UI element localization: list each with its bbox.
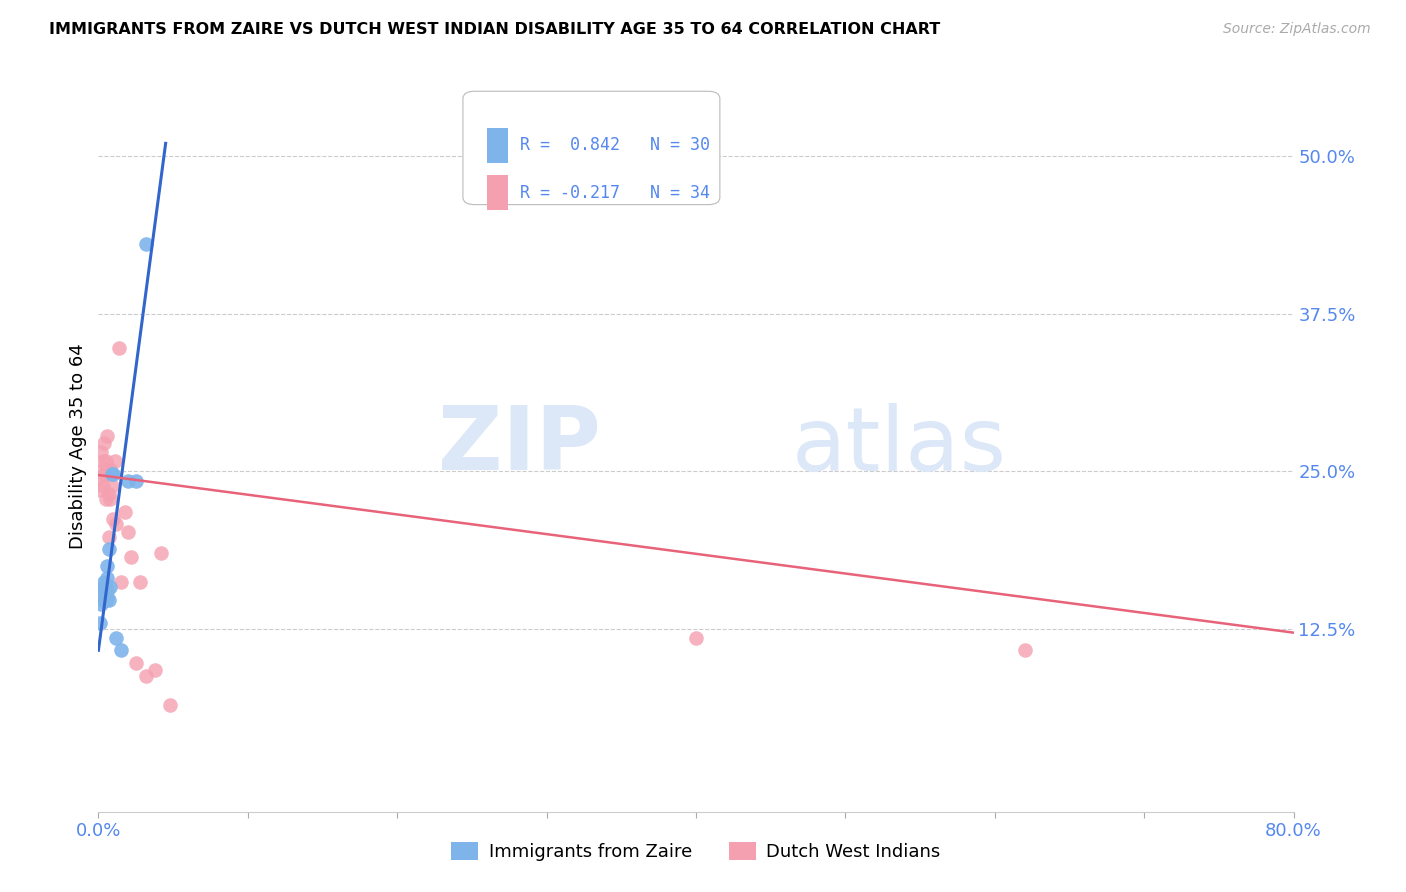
Point: [94, 584, 117, 599]
FancyBboxPatch shape: [486, 128, 509, 163]
Text: IMMIGRANTS FROM ZAIRE VS DUTCH WEST INDIAN DISABILITY AGE 35 TO 64 CORRELATION C: IMMIGRANTS FROM ZAIRE VS DUTCH WEST INDI…: [49, 22, 941, 37]
Point: [94, 592, 117, 607]
Point: [91, 454, 114, 468]
Point: [91, 580, 114, 594]
Point: [135, 668, 157, 682]
Point: [159, 698, 181, 712]
Point: [94, 491, 117, 506]
Point: [94, 467, 117, 481]
Point: [103, 467, 125, 481]
Point: [108, 341, 131, 355]
Point: [93, 575, 115, 590]
Point: [89, 470, 111, 484]
Point: [94, 588, 117, 602]
Point: [96, 461, 118, 475]
Point: [96, 584, 118, 599]
Point: [143, 664, 166, 678]
Point: [150, 546, 173, 560]
Point: [101, 479, 124, 493]
Point: [91, 592, 114, 607]
Point: [90, 464, 112, 478]
Point: [93, 467, 115, 481]
Point: [93, 580, 115, 594]
Point: [90, 597, 112, 611]
Text: Source: ZipAtlas.com: Source: ZipAtlas.com: [1223, 22, 1371, 37]
Point: [89, 483, 111, 497]
FancyBboxPatch shape: [486, 176, 509, 211]
Point: [97, 592, 120, 607]
Text: atlas: atlas: [792, 402, 1007, 490]
Point: [97, 542, 120, 557]
Point: [110, 575, 132, 590]
Point: [91, 584, 114, 599]
Point: [96, 429, 118, 443]
Point: [93, 584, 115, 599]
Point: [101, 467, 124, 481]
Point: [93, 588, 115, 602]
Point: [110, 643, 132, 657]
Point: [90, 445, 112, 459]
Point: [135, 237, 157, 252]
Point: [93, 592, 115, 607]
Point: [96, 558, 118, 573]
Point: [125, 656, 148, 670]
Point: [105, 631, 128, 645]
Point: [103, 512, 125, 526]
Point: [91, 479, 114, 493]
Y-axis label: Disability Age 35 to 64: Disability Age 35 to 64: [69, 343, 87, 549]
Point: [93, 436, 115, 450]
Point: [91, 588, 114, 602]
Legend: Immigrants from Zaire, Dutch West Indians: Immigrants from Zaire, Dutch West Indian…: [444, 835, 948, 869]
Point: [129, 575, 152, 590]
Point: [94, 454, 117, 468]
Point: [125, 475, 148, 489]
Point: [105, 517, 128, 532]
Point: [89, 615, 111, 630]
Point: [98, 580, 122, 594]
Point: [104, 454, 127, 468]
Point: [90, 591, 112, 605]
Point: [96, 591, 118, 605]
Point: [97, 530, 120, 544]
Text: ZIP: ZIP: [437, 402, 600, 490]
Point: [117, 475, 139, 489]
FancyBboxPatch shape: [463, 91, 720, 204]
Point: [96, 571, 118, 585]
Point: [117, 524, 139, 539]
Point: [98, 461, 122, 475]
Point: [685, 631, 707, 645]
Point: [94, 580, 117, 594]
Text: R = -0.217   N = 34: R = -0.217 N = 34: [520, 184, 710, 202]
Text: R =  0.842   N = 30: R = 0.842 N = 30: [520, 136, 710, 154]
Point: [120, 549, 142, 564]
Point: [97, 487, 120, 501]
Point: [1014, 643, 1036, 657]
Point: [114, 505, 136, 519]
Point: [98, 491, 122, 506]
